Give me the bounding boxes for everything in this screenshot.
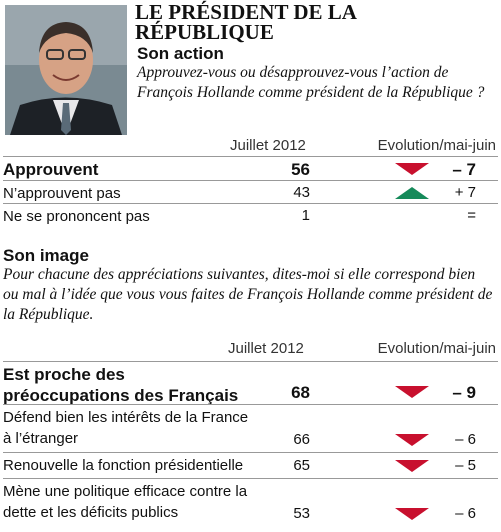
- row-change: =: [467, 206, 476, 224]
- table-row: Est proche des préoccupations des França…: [3, 361, 498, 405]
- row-label: Défend bien les intérêts de la France à …: [3, 409, 249, 447]
- trend-arrow: [395, 434, 429, 446]
- row-label: Approuvent: [3, 160, 99, 179]
- trend-arrow: [395, 386, 429, 398]
- photo: [5, 5, 127, 135]
- row-change: – 7: [452, 160, 476, 179]
- row-label: Renouvelle la fonction présidentielle: [3, 457, 244, 474]
- row-value: 68: [291, 383, 310, 402]
- trend-arrow: [395, 186, 429, 199]
- trend-arrow: [395, 460, 429, 472]
- title: LE PRÉSIDENT DE LA RÉPUBLIQUE: [135, 0, 356, 44]
- row-value: 66: [293, 431, 310, 448]
- column-header: Evolution/mai-juin: [377, 137, 496, 154]
- section-title: Son action: [137, 44, 224, 63]
- table-row: Défend bien les intérêts de la France à …: [3, 404, 498, 453]
- row-label: Mène une politique efficace contre la de…: [3, 483, 248, 521]
- row-change: – 9: [452, 383, 476, 402]
- row-change: – 6: [455, 505, 476, 522]
- table-row: Ne se prononcent pas 1 =: [3, 203, 498, 227]
- table-row: N’approuvent pas 43 + 7: [3, 180, 498, 204]
- row-change: – 6: [455, 431, 476, 448]
- question: Approuvez-vous ou désapprouvez-vous l’ac…: [137, 64, 485, 101]
- row-value: 65: [293, 457, 310, 474]
- column-header: Juillet 2012: [228, 340, 304, 357]
- table-row: Mène une politique efficace contre la de…: [3, 478, 498, 527]
- trend-arrow: [395, 163, 429, 175]
- table-row: Renouvelle la fonction présidentielle 65 –…: [3, 452, 498, 479]
- table-row: Approuvent 56 – 7: [3, 156, 498, 181]
- question: Pour chacune des appréciations suivantes…: [3, 266, 493, 323]
- row-label: N’approuvent pas: [3, 185, 121, 202]
- row-value: 56: [291, 160, 310, 179]
- row-label: Ne se prononcent pas: [3, 208, 150, 225]
- row-change: + 7: [454, 183, 476, 201]
- row-label: Est proche des préoccupations des França…: [3, 365, 239, 405]
- row-value: 43: [293, 183, 310, 201]
- section-title: Son image: [3, 246, 89, 265]
- column-header: Evolution/mai-juin: [377, 340, 496, 357]
- row-value: 53: [293, 505, 310, 522]
- row-value: 1: [301, 206, 310, 224]
- row-change: – 5: [455, 457, 476, 474]
- trend-arrow: [395, 508, 429, 520]
- column-header: Juillet 2012: [230, 137, 306, 154]
